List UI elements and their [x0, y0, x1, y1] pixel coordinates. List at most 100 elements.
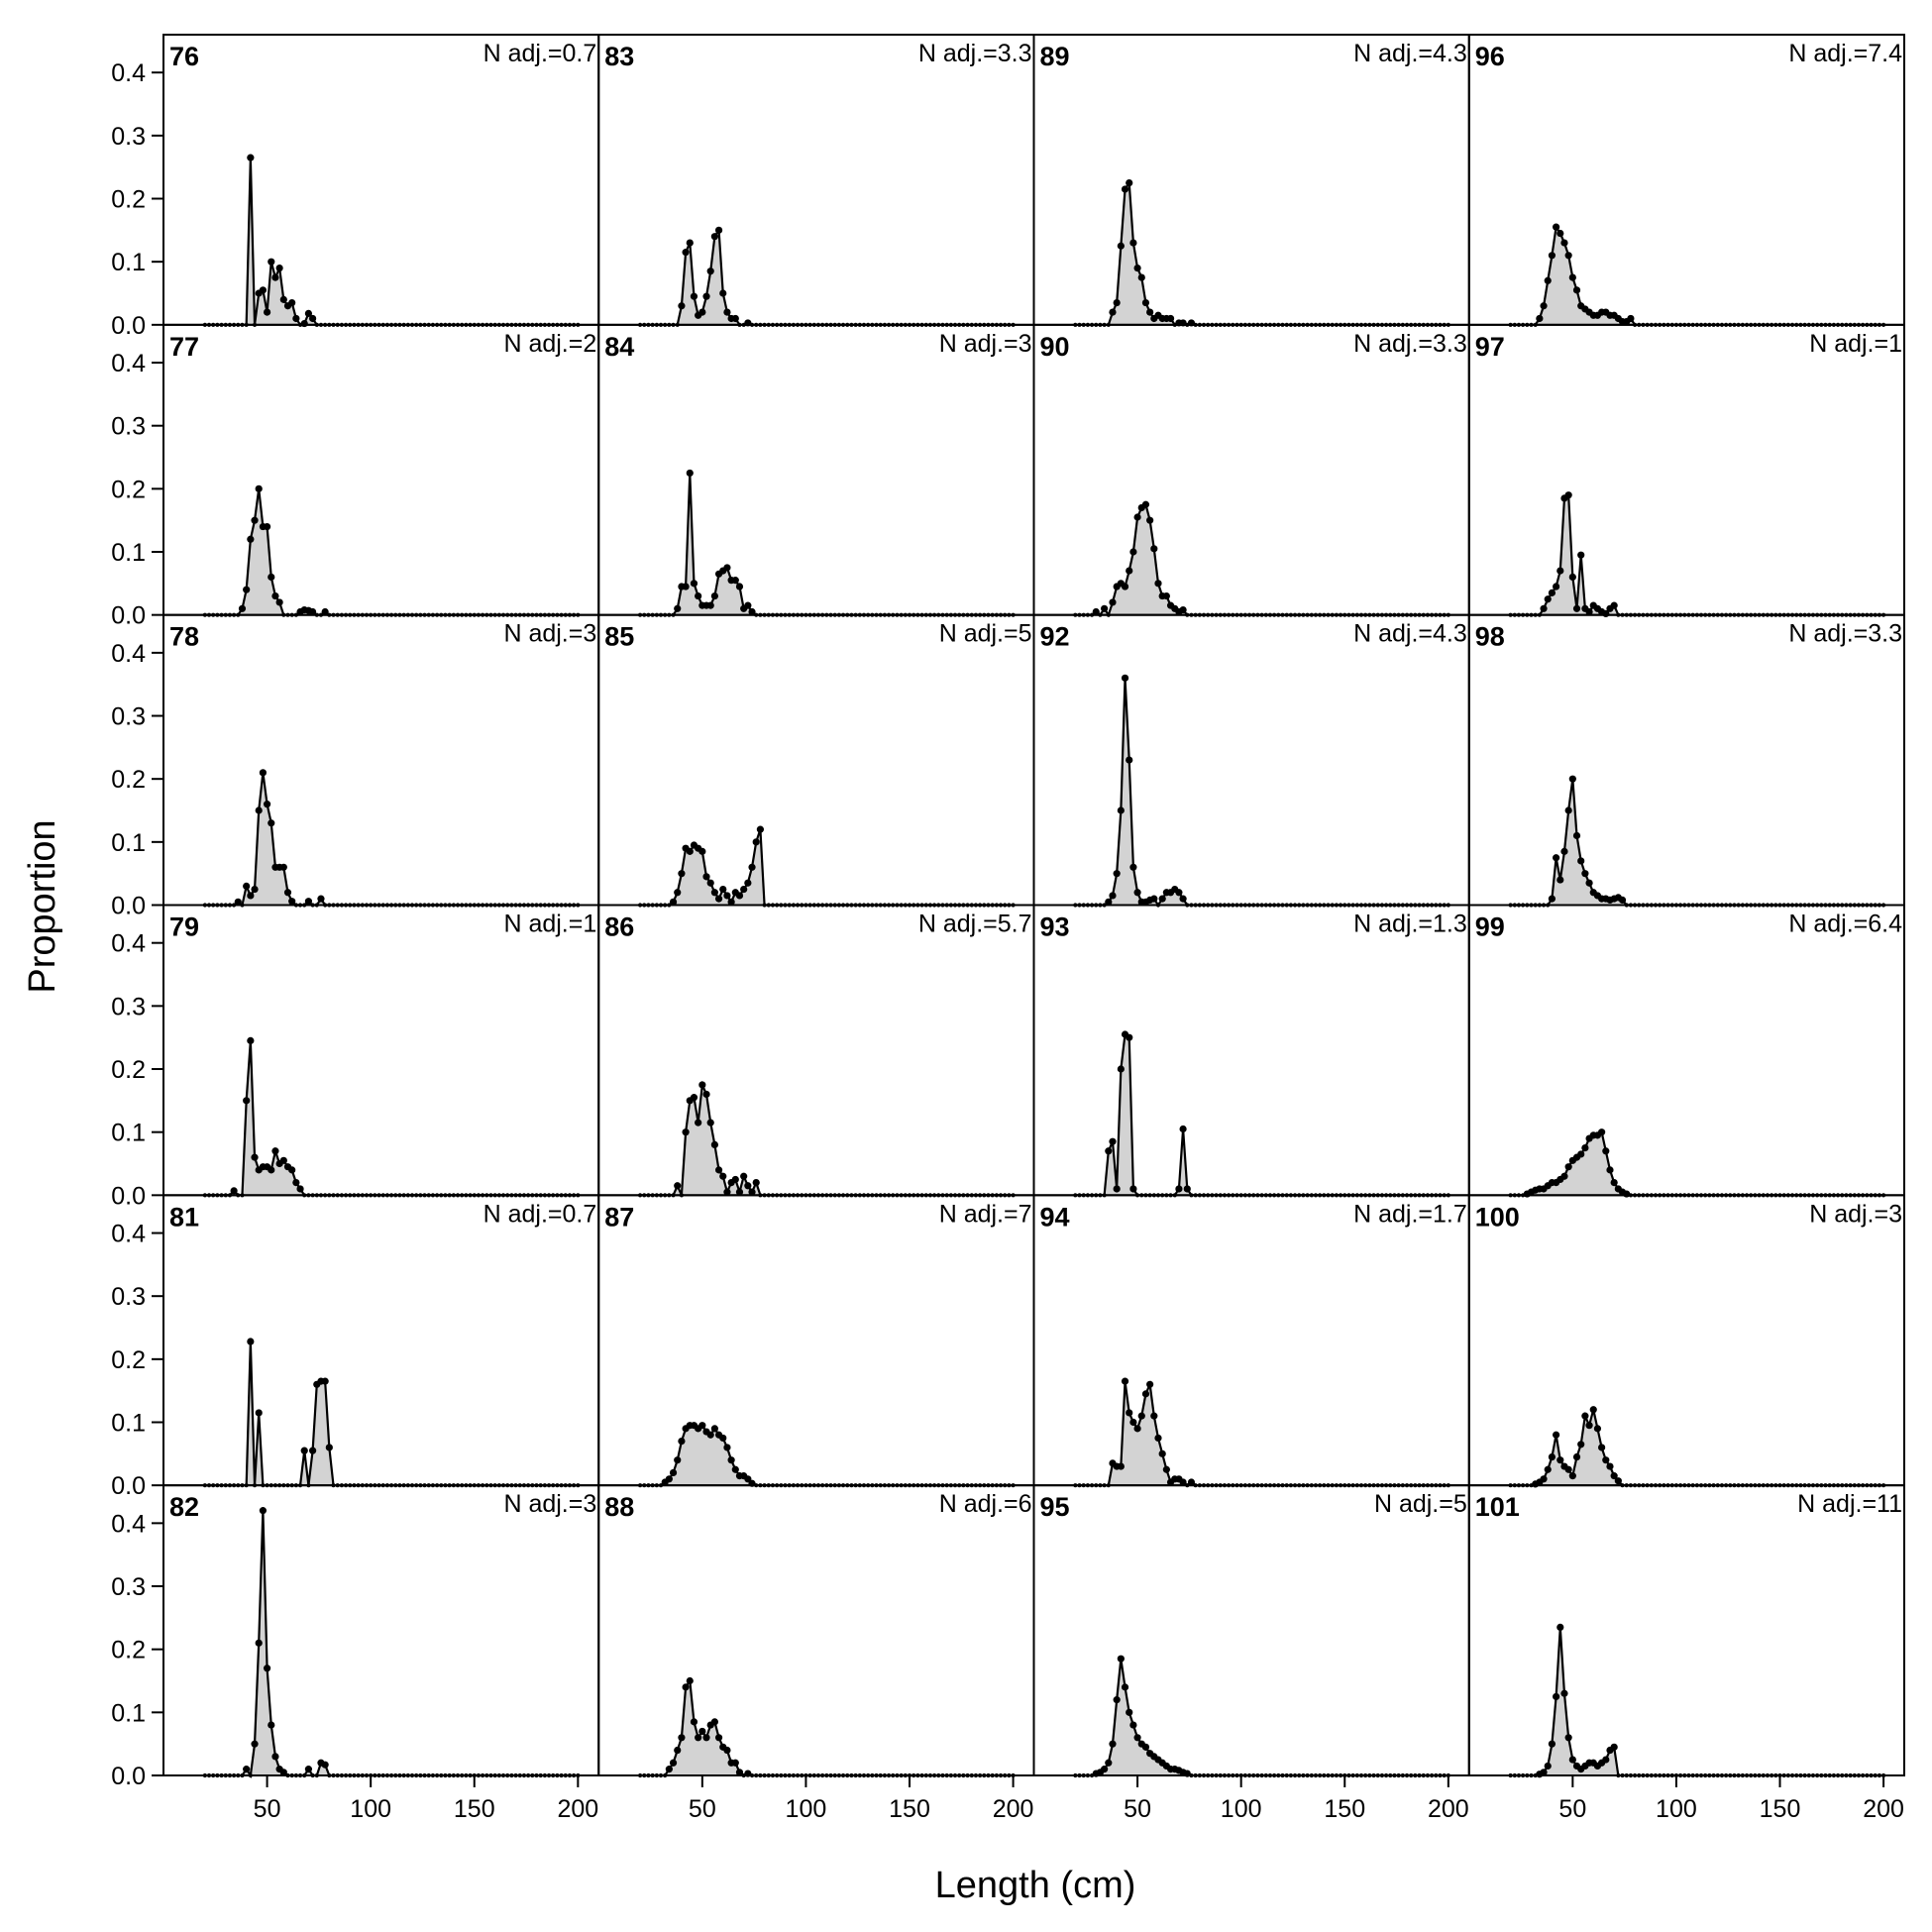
panel-100-point — [1577, 1441, 1585, 1449]
panel-78-point — [304, 898, 313, 906]
panel-79-point — [279, 1156, 287, 1164]
panel-88-point — [698, 1727, 706, 1736]
panel-79-point — [230, 1187, 238, 1195]
panel-96-point — [1572, 286, 1581, 294]
panel-label: 87 — [604, 1202, 634, 1232]
panel-95-area — [1075, 1659, 1449, 1775]
panel-93-point — [1183, 1185, 1191, 1193]
panels-layer: 76 N adj.=0.7 77 N adj.=2 78 N adj.=3 79 N adj.… — [162, 34, 1905, 1779]
panel-76-point — [288, 298, 296, 307]
panel-89-point — [1117, 242, 1125, 250]
panel-82-point — [279, 1769, 287, 1776]
panel-76-point — [263, 308, 271, 316]
n-adj-label: N adj.=4.3 — [1353, 620, 1467, 648]
panel-93-point — [1109, 1137, 1117, 1145]
panel-100-point — [1585, 1422, 1593, 1430]
panel-86-point — [682, 1128, 690, 1136]
x-tick-label: 100 — [786, 1795, 827, 1823]
panel-99-point — [1606, 1166, 1614, 1174]
y-tick-label: 0.3 — [111, 1573, 146, 1601]
panel-78-point — [288, 898, 296, 906]
panel-94-point — [1179, 1478, 1187, 1486]
panel-label: 92 — [1040, 622, 1070, 652]
n-adj-label: N adj.=0.7 — [483, 1200, 597, 1228]
y-tick-label: 0.4 — [111, 1510, 146, 1538]
panel-83-point — [702, 292, 710, 300]
panel-76-point — [268, 258, 275, 266]
panel-98-point — [1572, 831, 1581, 840]
panel-92-point — [1105, 898, 1113, 906]
panel-98-point — [1577, 857, 1585, 865]
panel-94-point — [1187, 1478, 1196, 1486]
panel-77-point — [255, 484, 263, 492]
n-adj-label: N adj.=3 — [1809, 1200, 1902, 1228]
panel-77-point — [243, 586, 251, 593]
panel-100-area — [1510, 1409, 1884, 1486]
panel-96-point — [1553, 223, 1560, 231]
panel-76-point — [304, 309, 313, 317]
panel-83-point — [690, 292, 698, 300]
x-tick-label: 200 — [1863, 1795, 1904, 1823]
panel-81-point — [325, 1444, 333, 1451]
panel-101-frame — [1467, 1484, 1905, 1776]
panel-88-point — [682, 1683, 690, 1691]
panel-96-point — [1540, 302, 1548, 310]
panel-76-point — [275, 264, 283, 272]
panel-label: 101 — [1475, 1492, 1520, 1522]
panel-81-point — [309, 1447, 317, 1454]
panel-100-point — [1581, 1412, 1589, 1420]
panel-85-point — [669, 898, 678, 906]
panel-95-point — [1121, 1683, 1129, 1691]
panel-label: 81 — [169, 1202, 199, 1232]
panel-89-point — [1109, 308, 1117, 316]
n-adj-label: N adj.=1.3 — [1353, 911, 1467, 938]
panel-90-point — [1150, 545, 1158, 553]
panel-100-point — [1548, 1452, 1556, 1461]
n-adj-label: N adj.=7 — [939, 1200, 1032, 1228]
panel-92-point — [1175, 889, 1183, 897]
panel-94-point — [1158, 1449, 1166, 1457]
y-tick-label: 0.2 — [111, 1346, 146, 1374]
panel-99-point — [1581, 1143, 1589, 1152]
panel-78-point — [251, 885, 259, 894]
panel-100-point — [1572, 1452, 1581, 1461]
panel-78-point — [255, 806, 263, 814]
y-tick-label: 0.0 — [111, 1472, 146, 1500]
panel-94-point — [1141, 1390, 1150, 1398]
panel-96-point — [1556, 229, 1564, 238]
n-adj-label: N adj.=5 — [939, 620, 1032, 648]
y-tick-label: 0.1 — [111, 1120, 146, 1147]
panel-82-point — [243, 1766, 251, 1773]
panel-89-point — [1129, 239, 1137, 247]
x-tick-label: 150 — [1324, 1795, 1365, 1823]
x-tick-label: 150 — [454, 1795, 495, 1823]
panel-88-point — [665, 1766, 673, 1773]
panel-79-point — [288, 1166, 296, 1174]
panel-86-point — [731, 1175, 739, 1184]
panel-92-point — [1109, 892, 1117, 900]
panel-78-point — [243, 882, 251, 891]
panel-100-point — [1564, 1465, 1572, 1473]
y-tick-label: 0.4 — [111, 350, 146, 377]
panel-82-point — [263, 1664, 271, 1672]
panel-86-point — [690, 1094, 698, 1102]
panel-93-point — [1129, 1185, 1137, 1193]
panel-97-point — [1572, 604, 1581, 612]
panel-84-point — [706, 601, 714, 609]
panel-label: 98 — [1475, 622, 1505, 652]
panel-88-point — [702, 1734, 710, 1742]
n-adj-label: N adj.=2 — [503, 330, 596, 358]
panel-86-point — [744, 1182, 752, 1190]
panel-100-point — [1589, 1406, 1597, 1414]
n-adj-label: N adj.=6 — [939, 1490, 1032, 1518]
panel-87-point — [678, 1438, 686, 1446]
panel-83-point — [706, 268, 714, 275]
panel-100-point — [1614, 1477, 1622, 1485]
panel-89-point — [1146, 308, 1154, 316]
panel-81-point — [247, 1338, 255, 1345]
panel-79-point — [296, 1185, 304, 1193]
x-tick-label: 100 — [1221, 1795, 1262, 1823]
panel-label: 78 — [169, 622, 199, 652]
y-tick-label: 0.2 — [111, 476, 146, 503]
y-tick-label: 0.4 — [111, 930, 146, 958]
